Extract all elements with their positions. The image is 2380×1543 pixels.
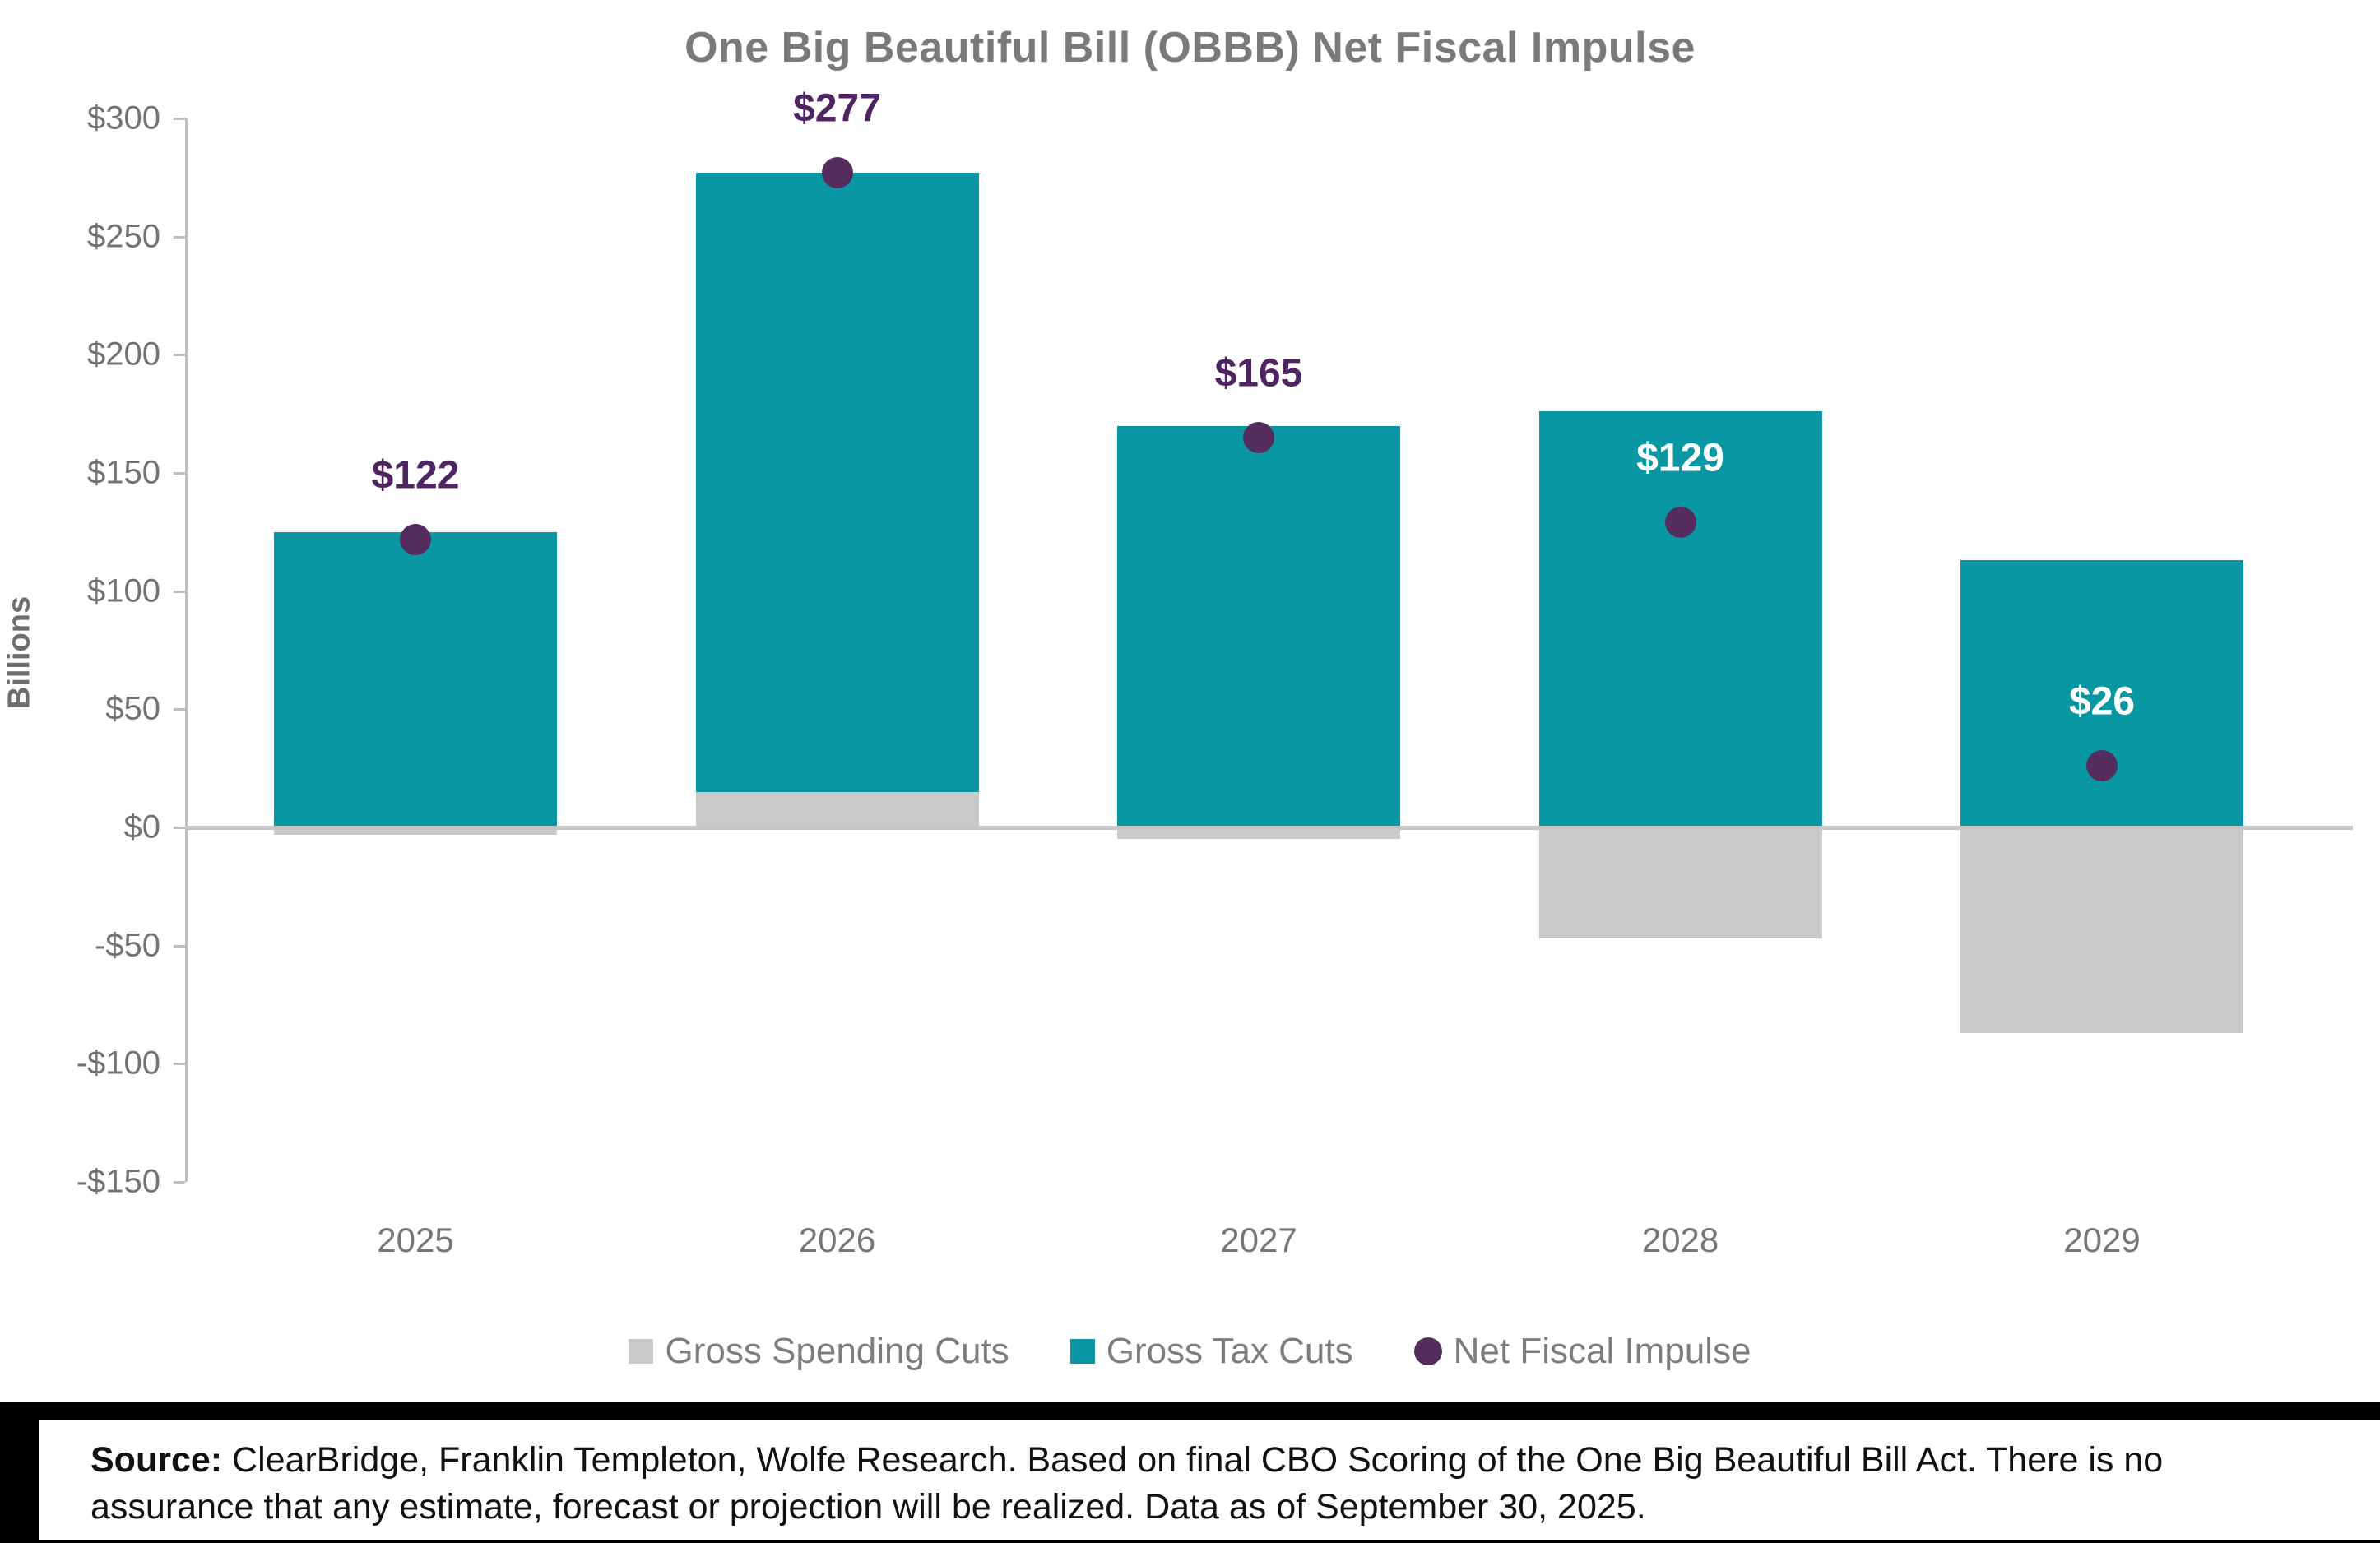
net-dot-2027	[1243, 422, 1274, 453]
y-tick-200	[174, 354, 185, 357]
legend: Gross Spending Cuts Gross Tax Cuts Net Fis…	[0, 1323, 2380, 1380]
legend-label: Gross Tax Cuts	[1106, 1331, 1353, 1371]
net-dot-2026	[821, 157, 853, 189]
y-tick-label-50: $50	[105, 690, 160, 727]
legend-item-1: Gross Tax Cuts	[1069, 1331, 1353, 1372]
y-tick-0	[174, 827, 185, 829]
net-dot-2025	[400, 523, 431, 555]
y-tick-50	[174, 708, 185, 711]
bar-2029-tax-segment	[1960, 560, 2243, 827]
source-box: Source: ClearBridge, Franklin Templeton,…	[39, 1420, 2380, 1540]
bar-2028-tax-segment	[1538, 411, 1822, 827]
y-tick-250	[174, 235, 185, 239]
y-tick-label--100: -$100	[76, 1045, 160, 1082]
source-body: ClearBridge, Franklin Templeton, Wolfe R…	[90, 1440, 2164, 1527]
bar-2027-tax-segment	[1117, 425, 1400, 827]
zero-baseline	[185, 826, 2353, 830]
bar-2028-spending-segment	[1538, 827, 1822, 939]
year-label-2026: 2026	[798, 1221, 876, 1259]
bar-2026-tax-segment	[695, 173, 979, 792]
bar-2025-tax-segment	[274, 531, 557, 827]
net-dot-2029	[2086, 750, 2118, 782]
y-tick--150	[174, 1180, 185, 1184]
legend-label: Net Fiscal Impulse	[1453, 1331, 1751, 1371]
legend-item-2: Net Fiscal Impulse	[1413, 1331, 1751, 1372]
y-tick-label-250: $250	[87, 218, 160, 255]
y-tick-150	[174, 472, 185, 475]
chart-title: One Big Beautiful Bill (OBBB) Net Fiscal…	[684, 24, 1696, 72]
y-tick-300	[174, 118, 185, 121]
y-tick-label-0: $0	[123, 809, 161, 846]
y-tick-100	[174, 590, 185, 593]
bar-2025-spending-segment	[274, 827, 557, 835]
legend-swatch-circle-icon	[1413, 1337, 1442, 1365]
source-text: Source: ClearBridge, Franklin Templeton,…	[39, 1420, 2380, 1531]
net-label-2026: $277	[793, 86, 881, 131]
y-tick-label-300: $300	[87, 100, 160, 137]
y-tick--100	[174, 1063, 185, 1066]
y-tick-label-150: $150	[87, 454, 160, 491]
bar-2027-spending-segment	[1117, 827, 1400, 840]
net-label-2025: $122	[371, 453, 460, 498]
source-prefix: Source:	[90, 1440, 223, 1480]
y-tick--50	[174, 944, 185, 948]
net-label-2028: $129	[1636, 436, 1724, 480]
y-axis-line	[185, 118, 188, 1182]
legend-swatch-square-icon	[1069, 1339, 1095, 1364]
net-label-2029: $26	[2068, 679, 2136, 724]
year-label-2029: 2029	[2063, 1221, 2141, 1259]
bar-2026-spending-segment	[695, 791, 979, 827]
legend-swatch-square-icon	[629, 1339, 654, 1364]
legend-label: Gross Spending Cuts	[665, 1331, 1009, 1371]
year-label-2025: 2025	[377, 1221, 454, 1259]
year-label-2027: 2027	[1220, 1221, 1297, 1259]
y-tick-label-200: $200	[87, 336, 160, 373]
net-label-2027: $165	[1214, 351, 1303, 396]
y-tick-label-100: $100	[87, 572, 160, 609]
source-band: Source: ClearBridge, Franklin Templeton,…	[0, 1402, 2380, 1543]
y-tick-label--150: -$150	[76, 1163, 160, 1200]
y-tick-label--50: -$50	[94, 927, 160, 964]
legend-item-0: Gross Spending Cuts	[629, 1331, 1009, 1372]
year-label-2028: 2028	[1641, 1221, 1719, 1259]
net-dot-2028	[1664, 507, 1696, 539]
bar-2029-spending-segment	[1960, 827, 2243, 1033]
